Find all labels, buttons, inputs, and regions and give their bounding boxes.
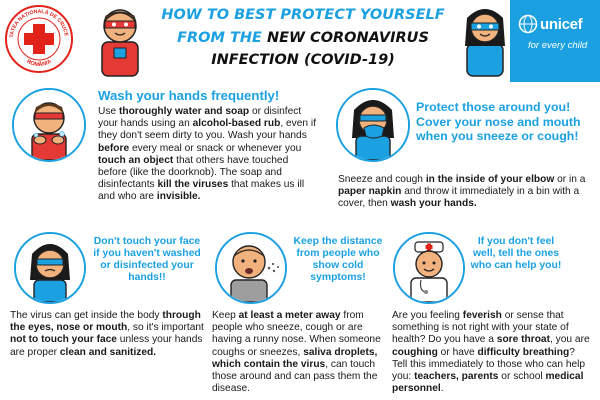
emphasis-text: invisible. [156,191,201,203]
emphasis-text: saliva droplets, which contain the virus [212,346,378,370]
text-run: or have [437,346,478,358]
emphasis-text: at least a meter away [238,310,341,321]
text-run: every meal or snack or whenever you [129,142,302,154]
emphasis-text: feverish [462,310,502,321]
text-run: ? Tell this immediately to those who can… [392,346,586,383]
title-line-2-part-b: NEW CORONAVIRUS [266,30,429,46]
unicef-name: unicef [540,16,583,33]
wash-hands-heading: Wash your hands frequently! [98,88,280,103]
text-run: . [440,383,444,395]
no-face-touch-text: The virus can get inside the body throug… [10,310,206,359]
text-run: that others have touched before (like th… [98,154,289,191]
unicef-logo-block: unicef for every child [510,0,600,82]
title-line-3: INFECTION (COVID-19) [211,52,395,68]
emphasis-text: through the eyes, nose or mouth [10,310,201,334]
hero-girl-illustration [455,2,515,80]
text-run: unless your hands are proper [10,334,203,358]
header: SOCIETATEA NAȚIONALĂ DE CRUCE ROȘIE ROMÂ… [0,0,600,82]
emphasis-text: difficulty breathing [477,346,570,358]
emphasis-text: wash your hands. [390,198,477,210]
svg-text:ROMÂNIA: ROMÂNIA [26,59,53,68]
keep-distance-heading: Keep the distance from people who show c… [293,236,383,283]
text-run: Sneeze and cough [338,174,426,185]
title-line-1: HOW TO BEST PROTECT YOURSELF [161,7,445,23]
wash-hands-text: Use thoroughly water and soap or disinfe… [98,106,318,204]
emphasis-text: teachers, parents [414,371,499,383]
emphasis-text: not to touch your face [10,334,117,346]
text-run: Keep [212,310,239,321]
emphasis-text: sore throat [496,334,550,346]
red-cross-seal-icon: SOCIETATEA NAȚIONALĂ DE CRUCE ROȘIE ROMÂ… [4,4,74,74]
text-run: or sense that something is not right wit… [392,310,569,346]
text-run: and throw it immediately in a bin with a… [338,186,580,210]
feel-unwell-text: Are you feeling feverish or sense that s… [392,310,592,395]
sneezing-man-illustration [215,232,287,304]
text-run: , can touch those around and can pass th… [212,358,378,395]
hero-boy-illustration [90,2,150,80]
emphasis-text: medical personnel [392,371,584,395]
protect-others-heading: Protect those around you! Cover your nos… [416,100,581,143]
emphasis-text: before [98,142,130,154]
wash-hands-illustration [12,88,86,162]
protect-others-text: Sneeze and cough in the inside of your e… [338,174,596,211]
text-run: , so it's important [127,322,204,334]
cover-sneeze-illustration [336,88,410,162]
emphasis-text: kill the viruses [157,179,229,191]
no-face-touch-illustration [14,232,86,304]
text-run: that makes us ill and who are [98,179,305,203]
text-run: or disinfect your hands using an [98,106,302,130]
text-run: or school [498,371,546,383]
doctor-illustration [393,232,465,304]
title-line-2-part-a: FROM THE [177,30,267,46]
unicef-tagline: for every child [528,40,588,51]
emphasis-text: paper napkin [338,186,402,198]
text-run: from people who sneeze, cough or are hav… [212,310,381,358]
text-run: , you are [550,334,590,346]
text-run: or in a [554,174,586,185]
keep-distance-text: Keep at least a meter away from people w… [212,310,388,395]
emphasis-text: alcohol-based rub [192,118,281,130]
emphasis-text: thoroughly water and soap [118,106,250,117]
seal-text-bottom: ROMÂNIA [26,59,53,68]
text-run: Use [98,106,119,117]
no-face-touch-heading: Don't touch your face if you haven't was… [93,236,201,283]
unicef-globe-icon [518,14,538,34]
page-title: HOW TO BEST PROTECT YOURSELF FROM THE NE… [158,4,448,71]
feel-unwell-heading: If you don't feel well, tell the ones wh… [470,236,562,271]
emphasis-text: coughing [392,346,438,358]
text-run: , even if they don't seem dirty to you. … [98,118,317,142]
emphasis-text: touch an object [98,154,174,166]
text-run: Are you feeling [392,310,463,321]
text-run: The virus can get inside the body [10,310,163,321]
emphasis-text: clean and sanitized. [59,346,157,358]
emphasis-text: in the inside of your elbow [425,174,555,185]
